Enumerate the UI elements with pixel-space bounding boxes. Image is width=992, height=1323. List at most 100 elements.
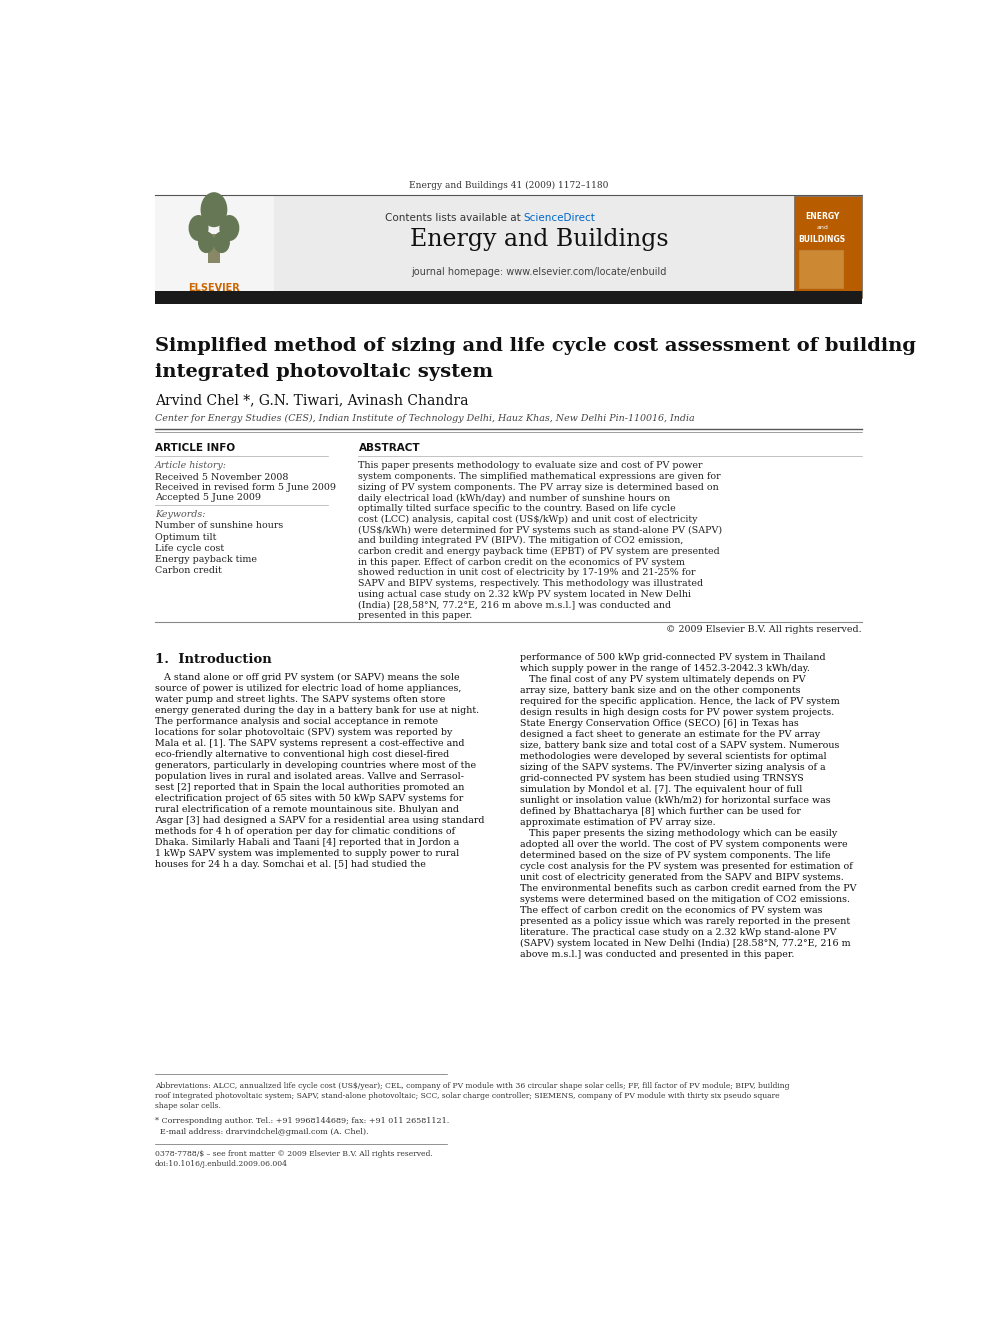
- Text: carbon credit and energy payback time (EPBT) of PV system are presented: carbon credit and energy payback time (E…: [358, 546, 720, 556]
- Text: A stand alone or off grid PV system (or SAPV) means the sole: A stand alone or off grid PV system (or …: [155, 673, 459, 683]
- Text: which supply power in the range of 1452.3-2042.3 kWh/day.: which supply power in the range of 1452.…: [520, 664, 809, 673]
- Text: houses for 24 h a day. Somchai et al. [5] had studied the: houses for 24 h a day. Somchai et al. [5…: [155, 860, 426, 869]
- Text: system components. The simplified mathematical expressions are given for: system components. The simplified mathem…: [358, 472, 721, 482]
- Text: Received in revised form 5 June 2009: Received in revised form 5 June 2009: [155, 483, 335, 492]
- Text: The effect of carbon credit on the economics of PV system was: The effect of carbon credit on the econo…: [520, 906, 822, 916]
- Bar: [155, 291, 862, 304]
- Circle shape: [220, 216, 239, 241]
- Text: ARTICLE INFO: ARTICLE INFO: [155, 443, 235, 452]
- Text: © 2009 Elsevier B.V. All rights reserved.: © 2009 Elsevier B.V. All rights reserved…: [667, 624, 862, 634]
- Text: population lives in rural and isolated areas. Vallve and Serrasol-: population lives in rural and isolated a…: [155, 773, 463, 781]
- Text: Optimum tilt: Optimum tilt: [155, 533, 216, 541]
- Text: The final cost of any PV system ultimately depends on PV: The final cost of any PV system ultimate…: [520, 675, 806, 684]
- Text: ELSEVIER: ELSEVIER: [188, 283, 240, 292]
- Text: Mala et al. [1]. The SAPV systems represent a cost-effective and: Mala et al. [1]. The SAPV systems repres…: [155, 740, 464, 749]
- Bar: [155, 196, 862, 298]
- Text: Arvind Chel *, G.N. Tiwari, Avinash Chandra: Arvind Chel *, G.N. Tiwari, Avinash Chan…: [155, 393, 468, 407]
- Circle shape: [214, 233, 229, 253]
- Text: daily electrical load (kWh/day) and number of sunshine hours on: daily electrical load (kWh/day) and numb…: [358, 493, 671, 503]
- Text: ENERGY: ENERGY: [805, 212, 839, 221]
- Text: Accepted 5 June 2009: Accepted 5 June 2009: [155, 493, 261, 501]
- Text: * Corresponding author. Tel.: +91 9968144689; fax: +91 011 26581121.: * Corresponding author. Tel.: +91 996814…: [155, 1118, 449, 1126]
- Text: ABSTRACT: ABSTRACT: [358, 443, 420, 452]
- Bar: [155, 196, 274, 298]
- Circle shape: [201, 193, 226, 226]
- Text: methodologies were developed by several scientists for optimal: methodologies were developed by several …: [520, 751, 826, 761]
- Text: presented in this paper.: presented in this paper.: [358, 611, 473, 620]
- Text: The environmental benefits such as carbon credit earned from the PV: The environmental benefits such as carbo…: [520, 884, 856, 893]
- Text: Energy and Buildings 41 (2009) 1172–1180: Energy and Buildings 41 (2009) 1172–1180: [409, 181, 608, 191]
- Text: sizing of the SAPV systems. The PV/inverter sizing analysis of a: sizing of the SAPV systems. The PV/inver…: [520, 763, 825, 771]
- Text: performance of 500 kWp grid-connected PV system in Thailand: performance of 500 kWp grid-connected PV…: [520, 652, 825, 662]
- Text: (US$/kWh) were determined for PV systems such as stand-alone PV (SAPV): (US$/kWh) were determined for PV systems…: [358, 525, 722, 534]
- Text: Simplified method of sizing and life cycle cost assessment of building: Simplified method of sizing and life cyc…: [155, 337, 916, 355]
- Text: Energy payback time: Energy payback time: [155, 556, 257, 564]
- Text: designed a fact sheet to generate an estimate for the PV array: designed a fact sheet to generate an est…: [520, 730, 820, 738]
- Text: determined based on the size of PV system components. The life: determined based on the size of PV syste…: [520, 851, 830, 860]
- Text: cycle cost analysis for the PV system was presented for estimation of: cycle cost analysis for the PV system wa…: [520, 861, 853, 871]
- Text: roof integrated photovoltaic system; SAPV, stand-alone photovoltaic; SCC, solar : roof integrated photovoltaic system; SAP…: [155, 1091, 780, 1099]
- Text: (SAPV) system located in New Delhi (India) [28.58°N, 77.2°E, 216 m: (SAPV) system located in New Delhi (Indi…: [520, 939, 850, 949]
- Text: doi:10.1016/j.enbuild.2009.06.004: doi:10.1016/j.enbuild.2009.06.004: [155, 1160, 288, 1168]
- Text: 1.  Introduction: 1. Introduction: [155, 652, 272, 665]
- Bar: [207, 234, 220, 263]
- Text: Asgar [3] had designed a SAPV for a residential area using standard: Asgar [3] had designed a SAPV for a resi…: [155, 816, 484, 826]
- Text: required for the specific application. Hence, the lack of PV system: required for the specific application. H…: [520, 697, 839, 706]
- Text: State Energy Conservation Office (SECO) [6] in Texas has: State Energy Conservation Office (SECO) …: [520, 718, 799, 728]
- Text: presented as a policy issue which was rarely reported in the present: presented as a policy issue which was ra…: [520, 917, 850, 926]
- Text: approximate estimation of PV array size.: approximate estimation of PV array size.: [520, 818, 715, 827]
- Text: array size, battery bank size and on the other components: array size, battery bank size and on the…: [520, 685, 801, 695]
- Text: The performance analysis and social acceptance in remote: The performance analysis and social acce…: [155, 717, 437, 726]
- Text: Energy and Buildings: Energy and Buildings: [410, 228, 669, 251]
- Text: BUILDINGS: BUILDINGS: [799, 235, 845, 245]
- Text: design results in high design costs for PV power system projects.: design results in high design costs for …: [520, 708, 834, 717]
- Text: optimally tilted surface specific to the country. Based on life cycle: optimally tilted surface specific to the…: [358, 504, 677, 513]
- Bar: [795, 196, 862, 298]
- Text: SAPV and BIPV systems, respectively. This methodology was illustrated: SAPV and BIPV systems, respectively. Thi…: [358, 579, 703, 587]
- Text: Keywords:: Keywords:: [155, 511, 205, 519]
- Text: Center for Energy Studies (CES), Indian Institute of Technology Delhi, Hauz Khas: Center for Energy Studies (CES), Indian …: [155, 413, 694, 422]
- Text: integrated photovoltaic system: integrated photovoltaic system: [155, 363, 493, 381]
- Text: ScienceDirect: ScienceDirect: [524, 213, 595, 222]
- Text: Carbon credit: Carbon credit: [155, 566, 221, 576]
- Text: Contents lists available at: Contents lists available at: [385, 213, 524, 222]
- Text: grid-connected PV system has been studied using TRNSYS: grid-connected PV system has been studie…: [520, 774, 804, 783]
- Text: electrification project of 65 sites with 50 kWp SAPV systems for: electrification project of 65 sites with…: [155, 794, 463, 803]
- Text: sest [2] reported that in Spain the local authorities promoted an: sest [2] reported that in Spain the loca…: [155, 783, 464, 792]
- Text: energy generated during the day in a battery bank for use at night.: energy generated during the day in a bat…: [155, 706, 479, 716]
- Text: Life cycle cost: Life cycle cost: [155, 544, 224, 553]
- Text: water pump and street lights. The SAPV systems often store: water pump and street lights. The SAPV s…: [155, 695, 445, 704]
- Circle shape: [189, 216, 208, 241]
- Text: and building integrated PV (BIPV). The mitigation of CO2 emission,: and building integrated PV (BIPV). The m…: [358, 536, 683, 545]
- Text: sunlight or insolation value (kWh/m2) for horizontal surface was: sunlight or insolation value (kWh/m2) fo…: [520, 796, 830, 804]
- Text: systems were determined based on the mitigation of CO2 emissions.: systems were determined based on the mit…: [520, 894, 850, 904]
- Text: eco-friendly alternative to conventional high cost diesel-fired: eco-friendly alternative to conventional…: [155, 750, 449, 759]
- Text: in this paper. Effect of carbon credit on the economics of PV system: in this paper. Effect of carbon credit o…: [358, 557, 685, 566]
- Text: journal homepage: www.elsevier.com/locate/enbuild: journal homepage: www.elsevier.com/locat…: [412, 267, 667, 277]
- Text: E-mail address: drarvindchel@gmail.com (A. Chel).: E-mail address: drarvindchel@gmail.com (…: [155, 1127, 368, 1135]
- Text: above m.s.l.] was conducted and presented in this paper.: above m.s.l.] was conducted and presente…: [520, 950, 795, 959]
- Text: Dhaka. Similarly Habali and Taani [4] reported that in Jordon a: Dhaka. Similarly Habali and Taani [4] re…: [155, 839, 459, 847]
- Text: using actual case study on 2.32 kWp PV system located in New Delhi: using actual case study on 2.32 kWp PV s…: [358, 590, 691, 599]
- Text: generators, particularly in developing countries where most of the: generators, particularly in developing c…: [155, 761, 476, 770]
- Text: Received 5 November 2008: Received 5 November 2008: [155, 472, 288, 482]
- Circle shape: [198, 233, 214, 253]
- Text: rural electrification of a remote mountainous site. Bhulyan and: rural electrification of a remote mounta…: [155, 806, 458, 814]
- Text: This paper presents methodology to evaluate size and cost of PV power: This paper presents methodology to evalu…: [358, 462, 703, 470]
- Text: source of power is utilized for electric load of home appliances,: source of power is utilized for electric…: [155, 684, 461, 693]
- Text: 0378-7788/$ – see front matter © 2009 Elsevier B.V. All rights reserved.: 0378-7788/$ – see front matter © 2009 El…: [155, 1150, 433, 1158]
- Bar: [799, 250, 843, 290]
- Text: locations for solar photovoltaic (SPV) system was reported by: locations for solar photovoltaic (SPV) s…: [155, 728, 452, 737]
- Text: This paper presents the sizing methodology which can be easily: This paper presents the sizing methodolo…: [520, 830, 837, 837]
- Text: Number of sunshine hours: Number of sunshine hours: [155, 521, 283, 531]
- Text: size, battery bank size and total cost of a SAPV system. Numerous: size, battery bank size and total cost o…: [520, 741, 839, 750]
- Text: shape solar cells.: shape solar cells.: [155, 1102, 220, 1110]
- Text: 1 kWp SAPV system was implemented to supply power to rural: 1 kWp SAPV system was implemented to sup…: [155, 849, 459, 859]
- Text: literature. The practical case study on a 2.32 kWp stand-alone PV: literature. The practical case study on …: [520, 927, 836, 937]
- Text: (India) [28,58°N, 77.2°E, 216 m above m.s.l.] was conducted and: (India) [28,58°N, 77.2°E, 216 m above m.…: [358, 601, 672, 610]
- Text: unit cost of electricity generated from the SAPV and BIPV systems.: unit cost of electricity generated from …: [520, 873, 843, 882]
- Text: Article history:: Article history:: [155, 462, 227, 470]
- Text: cost (LCC) analysis, capital cost (US$/kWp) and unit cost of electricity: cost (LCC) analysis, capital cost (US$/k…: [358, 515, 698, 524]
- Text: methods for 4 h of operation per day for climatic conditions of: methods for 4 h of operation per day for…: [155, 827, 455, 836]
- Text: simulation by Mondol et al. [7]. The equivalent hour of full: simulation by Mondol et al. [7]. The equ…: [520, 785, 803, 794]
